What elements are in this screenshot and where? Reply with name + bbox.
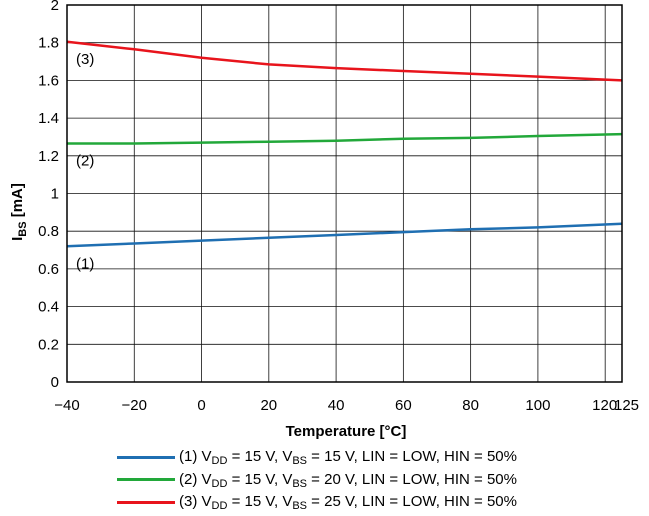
x-tick-label: 125: [614, 397, 639, 414]
grid: [66, 4, 622, 383]
curve-label-2: (2): [76, 153, 94, 170]
legend-item-1: (1) VDD = 15 V, VBS = 15 V, LIN = LOW, H…: [117, 446, 517, 469]
y-tick-label: 0: [51, 374, 59, 391]
x-tick-label: 80: [462, 397, 479, 414]
series-line-2: [67, 132, 623, 145]
legend-item-3: (3) VDD = 15 V, VBS = 25 V, LIN = LOW, H…: [117, 491, 517, 514]
series-line-1: [66, 222, 623, 248]
legend: (1) VDD = 15 V, VBS = 15 V, LIN = LOW, H…: [117, 446, 517, 514]
curve-label-3: (3): [76, 51, 94, 68]
y-tick-label: 1.6: [38, 72, 59, 89]
legend-swatch: [117, 500, 175, 504]
x-tick-label: 20: [260, 397, 277, 414]
x-tick-label: −40: [54, 397, 79, 414]
x-axis-title: Temperature [°C]: [286, 423, 407, 440]
y-tick-label: 1.2: [38, 148, 59, 165]
x-tick-label: 0: [197, 397, 205, 414]
series-lines: [66, 40, 623, 248]
y-tick-label: 0.4: [38, 299, 59, 316]
plot-frame: [66, 4, 623, 383]
curve-label-1: (1): [76, 255, 94, 272]
legend-swatch: [117, 455, 175, 459]
y-tick-label: 0.8: [38, 223, 59, 240]
legend-label: (3) VDD = 15 V, VBS = 25 V, LIN = LOW, H…: [179, 493, 517, 512]
y-tick-label: 0.6: [38, 261, 59, 278]
x-tick-label: 100: [525, 397, 550, 414]
x-tick-label: 40: [328, 397, 345, 414]
y-tick-labels: 0 0.2 0.4 0.6 0.8 1 1.2 1.4 1.6 1.8 2: [38, 0, 59, 391]
y-tick-label: 1: [51, 186, 59, 203]
curve-labels: (1) (2) (3): [76, 51, 94, 273]
y-tick-label: 1.4: [38, 110, 59, 127]
series-line-3: [66, 40, 623, 82]
legend-label: (1) VDD = 15 V, VBS = 15 V, LIN = LOW, H…: [179, 448, 517, 467]
chart: 0 0.2 0.4 0.6 0.8 1 1.2 1.4 1.6 1.8 2 −40 −20 0 20 40 6…: [9, 0, 639, 440]
legend-swatch: [117, 478, 175, 482]
y-tick-label: 2: [51, 0, 59, 14]
legend-item-2: (2) VDD = 15 V, VBS = 20 V, LIN = LOW, H…: [117, 469, 517, 492]
y-tick-label: 0.2: [38, 336, 59, 353]
x-tick-label: 120: [592, 397, 617, 414]
x-tick-label: −20: [122, 397, 147, 414]
y-axis-title: IBS [mA]: [9, 183, 29, 241]
legend-label: (2) VDD = 15 V, VBS = 20 V, LIN = LOW, H…: [179, 470, 517, 490]
y-tick-label: 1.8: [38, 35, 59, 52]
x-tick-label: 60: [395, 397, 412, 414]
